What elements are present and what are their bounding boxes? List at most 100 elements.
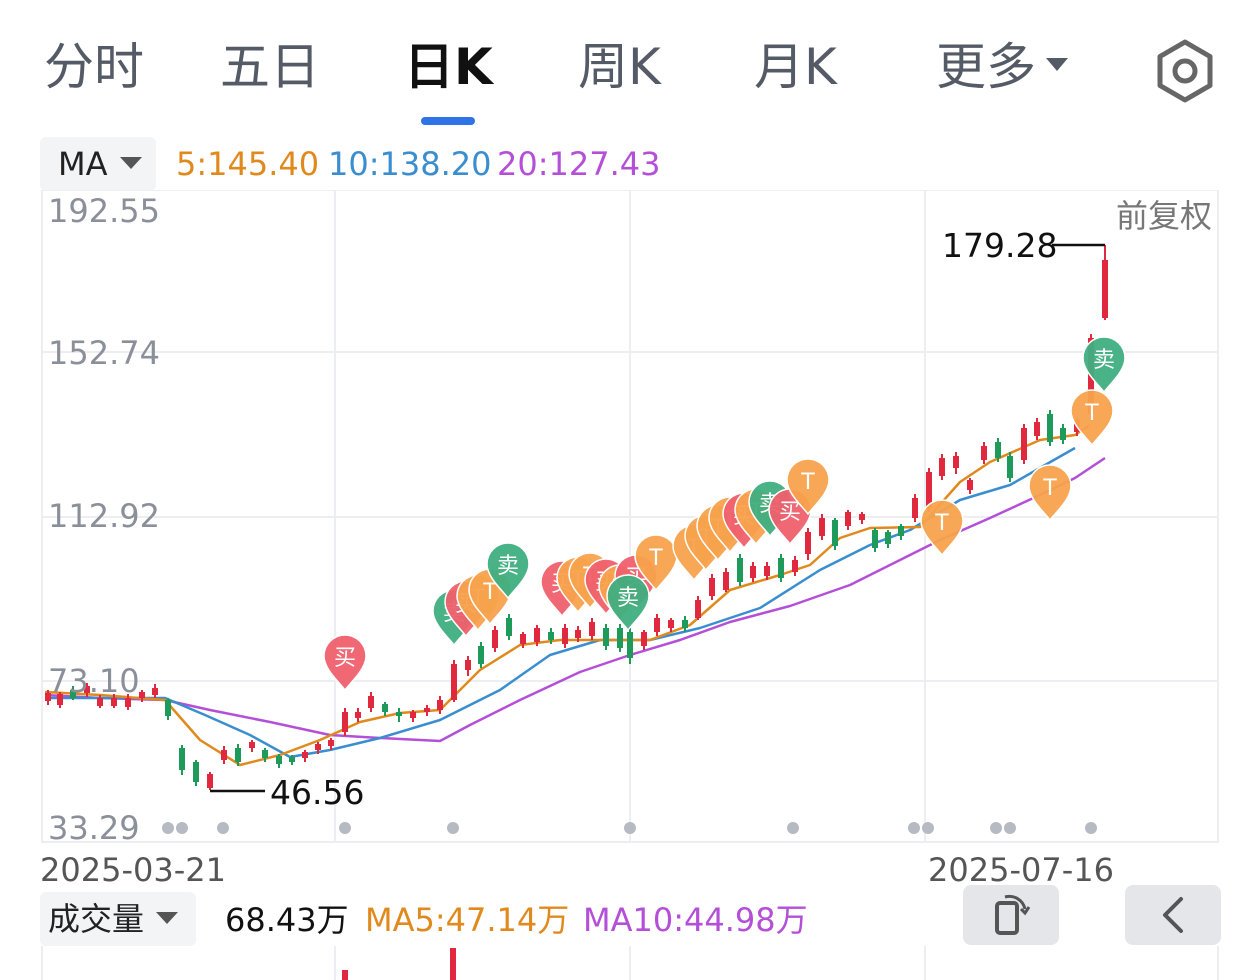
tab-five-day[interactable]: 五日 bbox=[220, 38, 320, 96]
event-dot[interactable] bbox=[787, 822, 799, 834]
event-dot[interactable] bbox=[447, 822, 459, 834]
event-dot[interactable] bbox=[162, 822, 174, 834]
candle bbox=[289, 755, 295, 765]
rotate-screen-button[interactable] bbox=[963, 885, 1059, 945]
event-dot[interactable] bbox=[217, 822, 229, 834]
tab-weekly-k[interactable]: 周K bbox=[578, 38, 661, 96]
candle bbox=[750, 562, 756, 582]
buy-marker[interactable]: 买 bbox=[768, 488, 812, 546]
volume-value: 68.43万 bbox=[225, 901, 349, 939]
sell-marker[interactable]: 卖 bbox=[486, 542, 530, 600]
end-date-label: 2025-07-16 bbox=[928, 851, 1114, 889]
candle bbox=[967, 478, 973, 494]
candle bbox=[492, 626, 498, 652]
candle bbox=[845, 510, 851, 530]
candle bbox=[981, 442, 987, 464]
event-dot[interactable] bbox=[624, 822, 636, 834]
candle bbox=[410, 710, 416, 722]
candle bbox=[70, 686, 76, 700]
collapse-button[interactable] bbox=[1125, 885, 1221, 945]
event-dot[interactable] bbox=[922, 822, 934, 834]
volume-bar bbox=[450, 948, 456, 980]
t-marker[interactable]: T bbox=[1070, 389, 1114, 447]
candle bbox=[396, 708, 402, 722]
candle bbox=[1102, 245, 1108, 320]
t-marker[interactable]: T bbox=[634, 534, 678, 592]
ma5-path bbox=[44, 423, 1091, 767]
candle bbox=[478, 642, 484, 668]
candle bbox=[548, 628, 554, 644]
chevron-down-icon bbox=[156, 912, 179, 924]
candle bbox=[179, 745, 185, 775]
adjust-type-label[interactable]: 前复权 bbox=[1116, 197, 1213, 235]
candle bbox=[84, 683, 90, 697]
sell-marker-text: 卖 bbox=[617, 586, 639, 611]
candle bbox=[465, 656, 471, 676]
candle bbox=[898, 524, 904, 540]
candle bbox=[152, 684, 158, 698]
trade-markers: 买卖买TT卖买TT买T买卖TTTTT买T卖买TTTT卖 bbox=[323, 336, 1126, 692]
low-price-label: 46.56 bbox=[270, 773, 365, 812]
candle bbox=[235, 744, 241, 766]
candle bbox=[617, 624, 623, 652]
event-dot[interactable] bbox=[339, 822, 351, 834]
ma10-line bbox=[45, 446, 1076, 759]
chevron-down-icon bbox=[119, 157, 142, 169]
price-axis-label: 152.74 bbox=[48, 334, 160, 372]
tab-monthly-k[interactable]: 月K bbox=[754, 38, 837, 96]
volume-ma5: MA5:47.14万 bbox=[365, 901, 570, 939]
t-marker[interactable]: T bbox=[1028, 464, 1072, 522]
active-tab-indicator bbox=[421, 117, 475, 125]
candle bbox=[193, 760, 199, 786]
event-dot[interactable] bbox=[990, 822, 1002, 834]
candle bbox=[912, 494, 918, 522]
tab-daily-k[interactable]: 日K bbox=[404, 38, 493, 96]
event-dot[interactable] bbox=[908, 822, 920, 834]
t-marker[interactable]: T bbox=[920, 499, 964, 557]
candle bbox=[589, 618, 595, 640]
buy-marker[interactable]: 买 bbox=[323, 634, 367, 692]
candle bbox=[165, 698, 171, 720]
price-axis-label: 73.10 bbox=[48, 662, 140, 700]
sell-marker-text: 卖 bbox=[1093, 348, 1115, 373]
candle bbox=[97, 695, 103, 708]
candle bbox=[603, 624, 609, 650]
start-date-label: 2025-03-21 bbox=[40, 851, 226, 889]
candle bbox=[575, 626, 581, 642]
tab-more[interactable]: 更多 bbox=[936, 32, 1068, 102]
sell-marker[interactable]: 卖 bbox=[606, 574, 650, 632]
candle bbox=[627, 628, 633, 664]
sell-marker[interactable]: 卖 bbox=[1082, 336, 1126, 394]
candle bbox=[562, 624, 568, 648]
candle bbox=[641, 630, 647, 650]
t-marker-text: T bbox=[934, 511, 949, 536]
candle bbox=[1007, 452, 1013, 482]
candle bbox=[939, 454, 945, 480]
t-marker-text: T bbox=[482, 580, 497, 605]
candle bbox=[805, 528, 811, 560]
indicator-select-label: MA bbox=[58, 145, 108, 183]
candle bbox=[125, 694, 131, 710]
chart-grid bbox=[41, 190, 1219, 843]
candle bbox=[451, 660, 457, 702]
volume-indicator-select[interactable]: 成交量 bbox=[40, 892, 196, 946]
tab-intraday[interactable]: 分时 bbox=[44, 38, 144, 96]
candle bbox=[737, 554, 743, 586]
settings-icon[interactable] bbox=[1150, 36, 1220, 106]
candle bbox=[342, 708, 348, 736]
event-dot[interactable] bbox=[1004, 822, 1016, 834]
candle bbox=[764, 562, 770, 580]
candle bbox=[995, 438, 1001, 462]
t-marker[interactable]: T bbox=[786, 458, 830, 516]
t-marker-text: T bbox=[800, 470, 815, 495]
rotate-screen-icon bbox=[995, 894, 1031, 935]
event-dot[interactable] bbox=[1085, 822, 1097, 834]
candle bbox=[1021, 424, 1027, 464]
kline-chart[interactable]: 买卖买TT卖买TT买T买卖TTTTT买T卖买TTTT卖 bbox=[0, 190, 1260, 850]
candle bbox=[778, 554, 784, 582]
candle bbox=[953, 452, 959, 474]
candle bbox=[885, 530, 891, 548]
indicator-select[interactable]: MA bbox=[40, 137, 156, 191]
sell-marker-text: 卖 bbox=[497, 554, 519, 579]
event-dot[interactable] bbox=[176, 822, 188, 834]
